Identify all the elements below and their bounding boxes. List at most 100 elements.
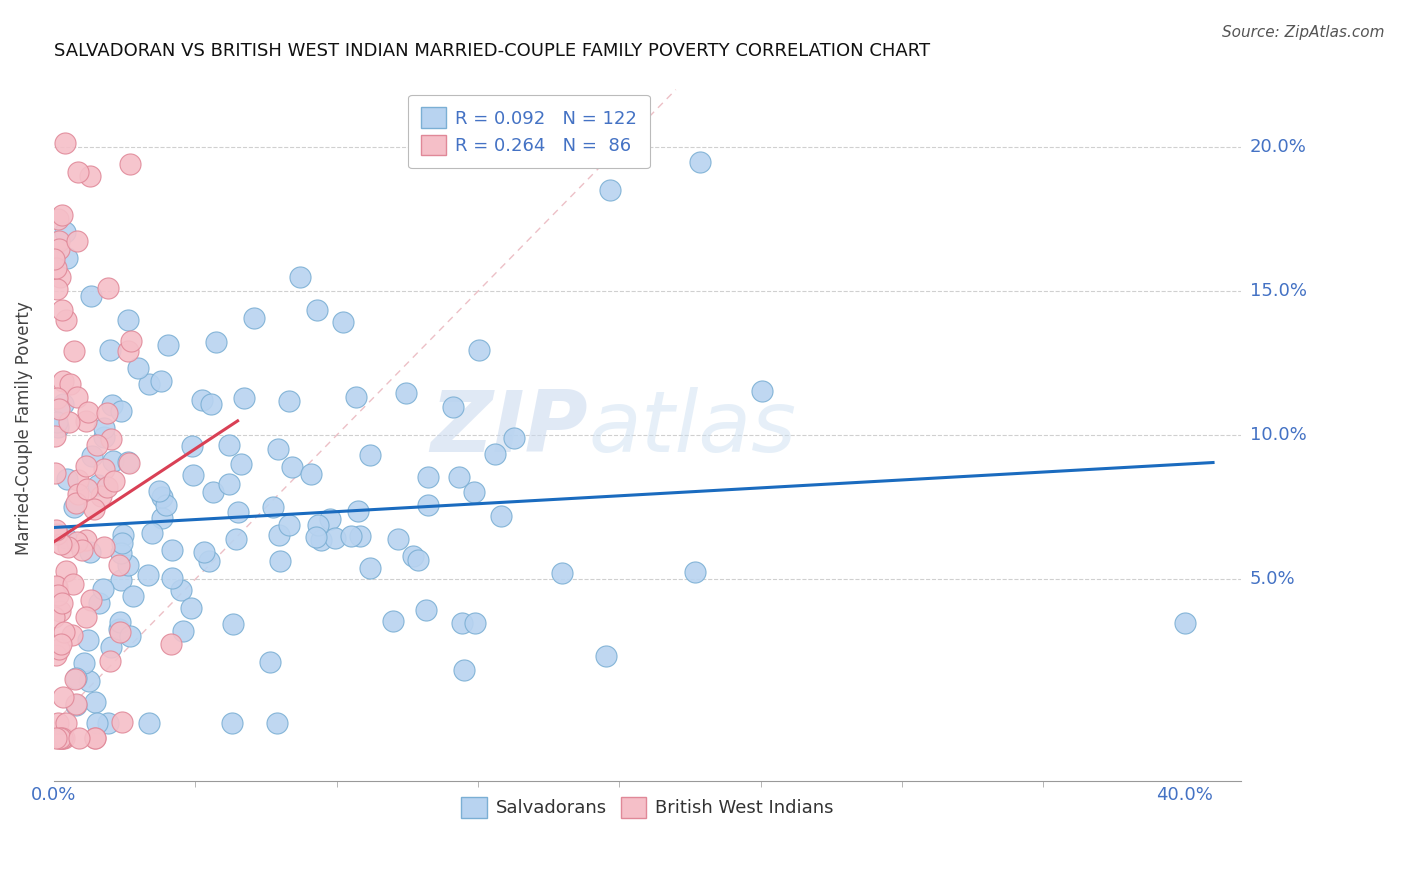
Point bbox=[79, 545, 101, 559]
Point bbox=[319, 512, 342, 526]
Point bbox=[44, 466, 66, 480]
Point bbox=[80, 288, 103, 302]
Point bbox=[46, 415, 69, 429]
Point bbox=[58, 415, 80, 429]
Point bbox=[96, 480, 118, 494]
Point bbox=[110, 404, 132, 418]
Point bbox=[46, 391, 69, 405]
Point bbox=[200, 396, 222, 410]
Point bbox=[72, 543, 94, 558]
Point bbox=[51, 731, 73, 745]
Point bbox=[97, 281, 120, 295]
Point bbox=[67, 473, 90, 487]
Point bbox=[52, 374, 75, 388]
Point bbox=[52, 690, 75, 704]
Point bbox=[46, 419, 69, 434]
Point bbox=[93, 461, 115, 475]
Point bbox=[98, 654, 121, 668]
Point bbox=[117, 455, 139, 469]
Point bbox=[266, 442, 288, 457]
Point bbox=[77, 405, 100, 419]
Point bbox=[181, 440, 204, 454]
Point bbox=[91, 582, 114, 596]
Point bbox=[218, 438, 240, 452]
Point bbox=[344, 390, 367, 404]
Point bbox=[93, 430, 115, 444]
Point bbox=[45, 260, 67, 275]
Point bbox=[259, 655, 281, 669]
Point bbox=[402, 549, 425, 563]
Point bbox=[262, 500, 284, 514]
Point bbox=[110, 546, 132, 560]
Point bbox=[75, 609, 97, 624]
Point bbox=[48, 242, 70, 256]
Point bbox=[65, 697, 87, 711]
Point bbox=[66, 535, 89, 549]
Point bbox=[86, 438, 108, 452]
Point bbox=[89, 596, 111, 610]
Point bbox=[160, 543, 183, 558]
Point bbox=[299, 467, 322, 481]
Point bbox=[48, 402, 70, 417]
Point bbox=[305, 531, 328, 545]
Point bbox=[110, 615, 132, 629]
Point bbox=[53, 136, 76, 150]
Point bbox=[111, 528, 134, 542]
Point bbox=[48, 234, 70, 248]
Point bbox=[100, 432, 122, 446]
Point bbox=[108, 622, 131, 636]
Point bbox=[56, 472, 79, 486]
Point bbox=[52, 625, 75, 640]
Text: 15.0%: 15.0% bbox=[1250, 282, 1306, 301]
Point bbox=[127, 361, 149, 376]
Point bbox=[75, 459, 97, 474]
Point bbox=[277, 518, 299, 533]
Point bbox=[51, 303, 73, 318]
Point bbox=[75, 413, 97, 427]
Point bbox=[84, 695, 107, 709]
Point bbox=[93, 540, 115, 554]
Point bbox=[77, 673, 100, 688]
Point bbox=[453, 663, 475, 677]
Point bbox=[45, 580, 67, 594]
Point bbox=[73, 656, 96, 670]
Point bbox=[66, 165, 89, 179]
Point bbox=[65, 671, 87, 685]
Point bbox=[56, 251, 79, 265]
Point bbox=[63, 343, 86, 358]
Point bbox=[120, 334, 142, 348]
Point bbox=[117, 313, 139, 327]
Point bbox=[97, 716, 120, 731]
Point bbox=[101, 453, 124, 467]
Point bbox=[150, 510, 173, 524]
Point bbox=[340, 529, 363, 543]
Point bbox=[138, 568, 160, 582]
Point bbox=[80, 593, 103, 607]
Text: 20.0%: 20.0% bbox=[1250, 138, 1306, 156]
Point bbox=[1174, 615, 1197, 630]
Point bbox=[51, 731, 73, 745]
Point bbox=[346, 504, 368, 518]
Point bbox=[118, 629, 141, 643]
Point bbox=[46, 527, 69, 541]
Point bbox=[48, 642, 70, 657]
Point bbox=[117, 558, 139, 572]
Point bbox=[111, 536, 134, 550]
Point bbox=[138, 716, 160, 731]
Point bbox=[232, 391, 254, 405]
Point bbox=[66, 390, 89, 404]
Point bbox=[62, 500, 84, 514]
Point bbox=[325, 531, 347, 545]
Point bbox=[84, 731, 107, 745]
Point bbox=[484, 447, 506, 461]
Point bbox=[55, 313, 77, 327]
Point bbox=[46, 716, 69, 731]
Point bbox=[149, 374, 172, 388]
Point bbox=[222, 617, 245, 632]
Point bbox=[55, 564, 77, 578]
Point bbox=[87, 478, 110, 492]
Point bbox=[49, 269, 72, 284]
Point bbox=[468, 343, 491, 357]
Point bbox=[266, 716, 288, 731]
Point bbox=[63, 672, 86, 686]
